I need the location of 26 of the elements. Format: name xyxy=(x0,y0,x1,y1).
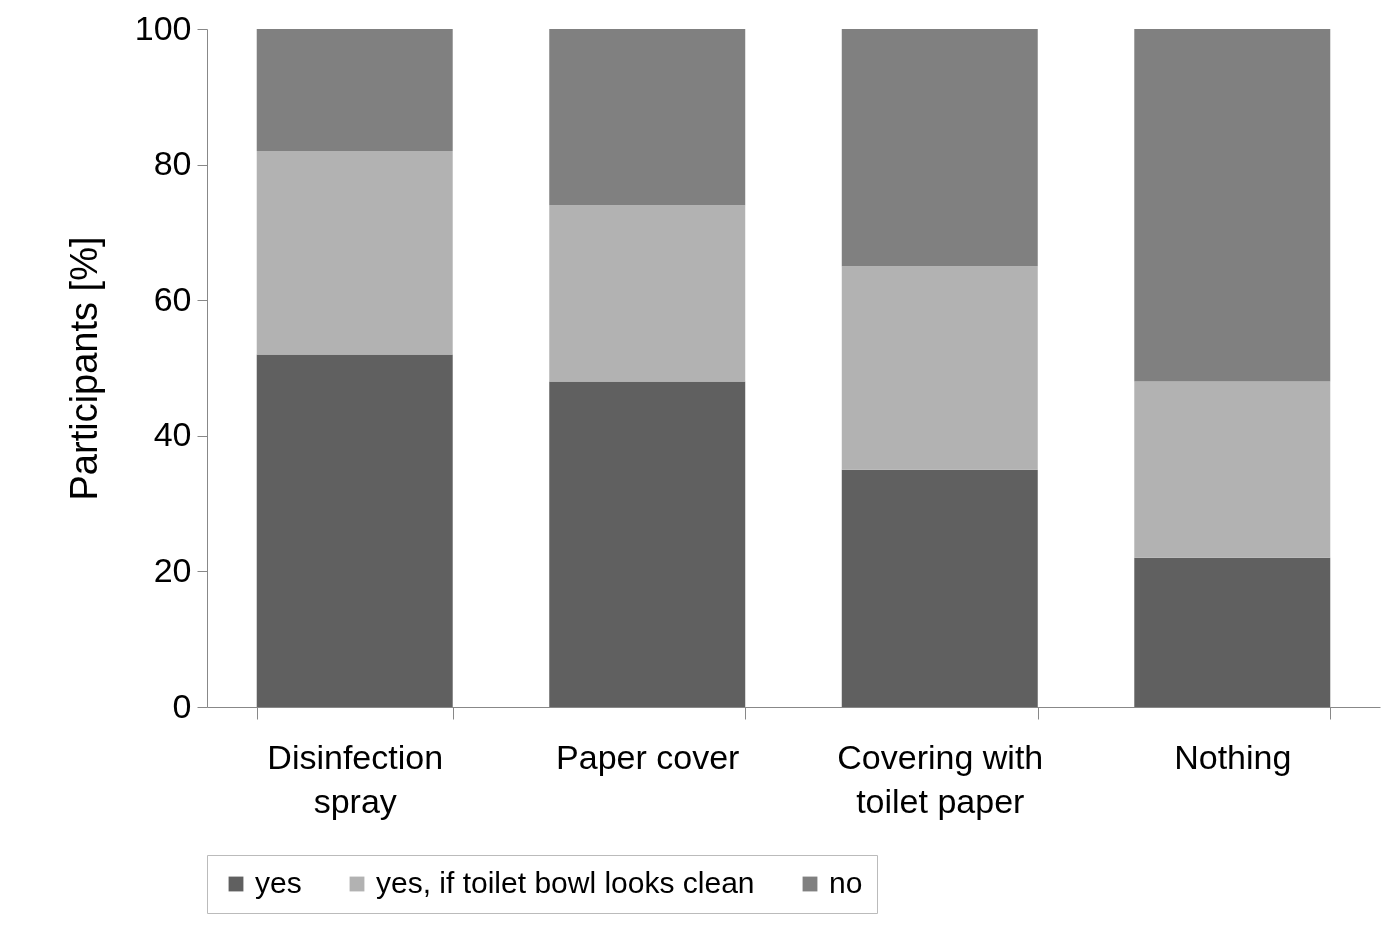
x-tick-label: Nothing xyxy=(1174,737,1292,776)
legend-label: yes xyxy=(255,866,302,899)
bar xyxy=(549,381,746,707)
bar xyxy=(256,29,453,152)
bar xyxy=(256,151,453,355)
bar xyxy=(841,266,1038,470)
y-tick-label: 60 xyxy=(153,279,192,318)
y-axis-title: Participants [%] xyxy=(62,236,105,501)
x-tick-label: Covering with toilet paper xyxy=(837,737,1044,820)
bar xyxy=(1134,381,1331,558)
bar xyxy=(1134,29,1331,382)
y-tick-label: 20 xyxy=(153,550,192,589)
y-tick-label: 0 xyxy=(172,686,192,725)
y-tick-label: 40 xyxy=(153,415,192,454)
bar xyxy=(841,469,1038,707)
bar xyxy=(549,29,746,206)
x-tick-label: Paper cover xyxy=(556,737,740,776)
bar xyxy=(841,29,1038,267)
y-tick-label: 80 xyxy=(153,144,192,183)
legend-label: yes, if toilet bowl looks clean xyxy=(376,866,755,899)
bar xyxy=(549,205,746,382)
y-tick-label: 100 xyxy=(134,8,192,47)
bar xyxy=(256,354,453,707)
bar xyxy=(1134,557,1331,707)
x-tick-label: Disinfection spray xyxy=(267,737,444,820)
legend-label: no xyxy=(829,866,863,899)
